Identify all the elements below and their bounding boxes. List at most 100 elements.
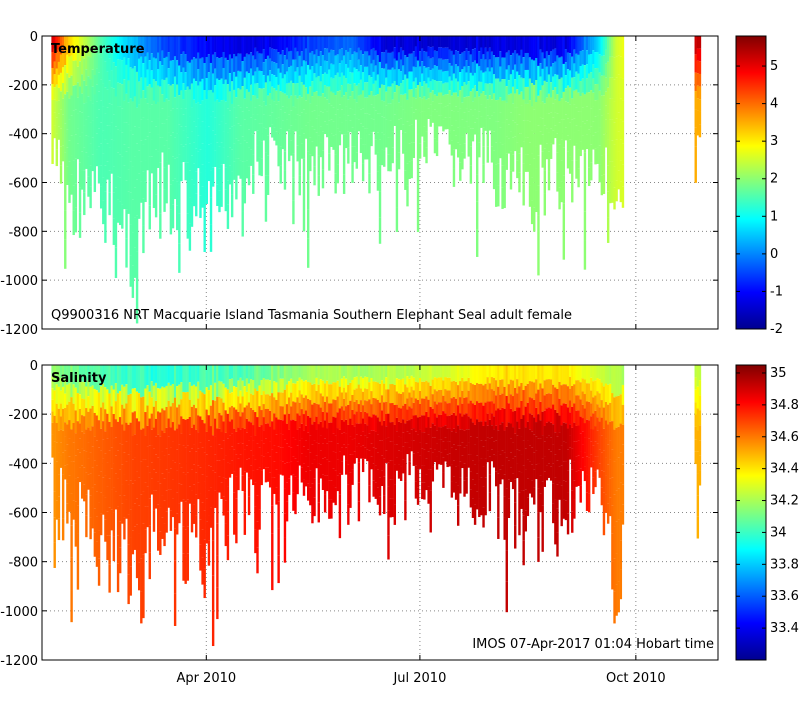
profile-cell <box>604 383 608 402</box>
profile-cell <box>150 87 154 105</box>
profile-cell <box>188 399 192 418</box>
profile-cell <box>359 123 363 139</box>
profile-cell <box>543 425 547 442</box>
profile-cell <box>581 457 585 472</box>
profile-cell <box>78 379 82 395</box>
profile-cell <box>123 165 126 188</box>
y-tick-label: -400 <box>8 457 38 472</box>
profile-cell <box>245 418 249 433</box>
profile-cell <box>247 365 251 384</box>
profile-cell <box>184 72 187 91</box>
profile-cell <box>602 114 606 135</box>
profile-cell <box>311 365 314 385</box>
profile-cell <box>144 506 147 530</box>
profile-cell <box>370 404 373 418</box>
profile-cell <box>148 525 151 553</box>
profile-cell <box>545 408 549 423</box>
profile-cell <box>319 450 323 465</box>
profile-cell <box>425 474 428 491</box>
profile-cell <box>427 469 430 487</box>
profile-cell <box>78 162 82 188</box>
profile-cell <box>492 403 496 417</box>
profile-cell <box>222 51 225 68</box>
profile-cell <box>243 471 247 493</box>
profile-cell <box>214 101 217 118</box>
profile-cell <box>484 383 487 403</box>
profile-cell <box>410 440 413 452</box>
profile-cell <box>598 365 601 380</box>
profile-cell <box>549 379 553 394</box>
profile-cell <box>319 51 323 67</box>
profile-cell <box>488 83 492 96</box>
profile-cell <box>568 447 572 460</box>
profile-cell <box>209 62 213 90</box>
profile-cell <box>201 36 204 58</box>
profile-cell <box>558 381 561 399</box>
profile-cell <box>549 82 553 98</box>
profile-cell <box>235 158 238 179</box>
profile-cell <box>554 36 557 49</box>
profile-cell <box>87 136 90 157</box>
profile-cell <box>97 365 101 393</box>
profile-cell <box>99 122 103 144</box>
profile-cell <box>68 438 71 457</box>
profile-cell <box>186 213 189 239</box>
profile-cell <box>545 437 549 452</box>
profile-cell <box>72 36 75 61</box>
profile-cell <box>315 442 318 456</box>
profile-cell <box>528 78 532 101</box>
profile-cell <box>102 439 105 459</box>
profile-cell <box>285 384 289 405</box>
profile-cell <box>188 143 192 171</box>
profile-cell <box>114 36 118 67</box>
profile-cell <box>102 36 105 60</box>
profile-cell <box>279 378 282 393</box>
profile-cell <box>696 386 700 409</box>
profile-cell <box>594 365 597 381</box>
profile-cell <box>431 101 435 112</box>
profile-cell <box>116 393 120 422</box>
profile-cell <box>323 383 327 402</box>
profile-cell <box>224 167 228 190</box>
profile-cell <box>106 535 109 561</box>
profile-cell <box>383 134 386 151</box>
profile-cell <box>233 89 236 108</box>
profile-cell <box>260 425 263 441</box>
profile-cell <box>89 517 92 540</box>
profile-cell <box>511 411 515 428</box>
profile-cell <box>374 110 378 125</box>
profile-cell <box>611 77 614 99</box>
profile-cell <box>590 36 593 55</box>
profile-cell <box>459 54 462 73</box>
profile-cell <box>173 56 177 77</box>
profile-cell <box>87 458 90 475</box>
profile-cell <box>547 365 551 380</box>
profile-cell <box>140 558 143 592</box>
profile-cell <box>302 182 306 207</box>
colorbar-tick-label: 0 <box>770 247 778 262</box>
profile-cell <box>152 469 156 491</box>
profile-cell <box>186 472 189 500</box>
profile-cell <box>431 466 435 482</box>
profile-cell <box>359 388 363 401</box>
profile-cell <box>606 36 610 62</box>
profile-cell <box>456 405 460 426</box>
profile-cell <box>277 528 280 556</box>
profile-cell <box>524 137 527 155</box>
profile-cell <box>298 155 301 176</box>
profile-cell <box>370 104 373 119</box>
salinity-profiles <box>51 365 702 647</box>
profile-cell <box>171 460 175 480</box>
profile-cell <box>414 398 418 416</box>
profile-cell <box>311 483 314 504</box>
profile-cell <box>505 426 508 458</box>
profile-cell <box>235 431 238 455</box>
profile-cell <box>482 36 485 55</box>
profile-cell <box>64 393 67 408</box>
profile-cell <box>539 117 542 132</box>
profile-cell <box>514 433 517 457</box>
profile-cell <box>171 204 175 229</box>
profile-cell <box>450 65 454 81</box>
profile-cell <box>488 71 492 84</box>
profile-cell <box>157 527 160 551</box>
